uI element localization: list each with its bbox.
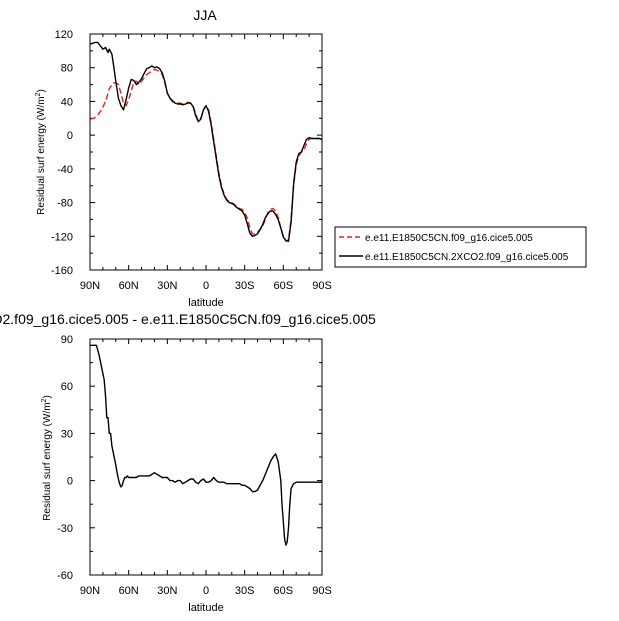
top-chart-y-tick-label: 40 [61,96,73,108]
top-chart-y-axis-label: Residual surf energy (W/m2) [35,89,47,215]
bottom-chart-x-tick-label: 60S [274,585,294,597]
top-chart-series-line-1 [89,68,323,243]
bottom-chart-x-tick-label: 60N [119,585,139,597]
top-chart-y-tick-label: 120 [55,29,73,41]
top-chart-series [89,41,323,243]
bottom-chart-y-tick-label: 0 [67,476,73,488]
top-chart-y-tick-label: -160 [51,265,73,277]
top-chart-title: JJA [193,7,217,23]
bottom-chart-series [90,344,322,546]
bottom-chart-y-tick-label: 60 [61,381,73,393]
top-chart-x-tick-label: 60N [119,280,139,292]
top-chart-y-tick-label: -80 [57,198,73,210]
top-chart-legend: e.e11.E1850C5CN.f09_g16.cice5.005 e.e11.E… [334,226,587,268]
bottom-chart-frame [89,338,323,576]
top-chart-x-tick-label: 30S [235,280,255,292]
bottom-chart-x-tick-label: 30S [235,585,255,597]
top-chart-x-tick-label: 0 [203,280,209,292]
top-chart-series-line-2 [89,41,323,243]
bottom-chart-title: e.e11.E1850C5CN.2XCO2.f09_g16.cice5.005 … [0,311,376,327]
top-chart-x-tick-label: 90N [80,280,100,292]
bottom-chart-y-tick-label: -60 [57,570,73,582]
bottom-chart-y-tick-label: 90 [61,334,73,346]
bottom-chart-x-axis-label: latitude [188,602,223,614]
legend-box [334,226,587,268]
top-chart-y-tick-label: -40 [57,164,73,176]
bottom-chart-y-tick-label: -30 [57,523,73,535]
bottom-chart-x-tick-label: 90S [312,585,332,597]
legend-label-2: e.e11.E1850C5CN.2XCO2.f09_g16.cice5.005 [365,252,569,263]
bottom-chart-ticks: 90N 60N 30N 0 30S 60S 90S -60 -30 0 30 60 90 [57,334,332,597]
top-chart-x-axis-label: latitude [188,297,223,309]
bottom-chart-y-tick-label: 30 [61,428,73,440]
bottom-chart-x-tick-label: 90N [80,585,100,597]
legend-label-1: e.e11.E1850C5CN.f09_g16.cice5.005 [365,233,533,244]
top-chart-ticks: 90N 60N 30N 0 30S 60S 90S -160 -120 -80 -40 0 40 80 12… [51,29,332,292]
bottom-chart-series-line-1 [90,344,322,546]
bottom-chart-x-tick-label: 0 [203,585,209,597]
top-chart-panel: JJA 90N 60N 30N 0 30S 60S 90S -160 -120 -80 -40 0 40… [35,7,587,309]
top-chart-frame [89,33,323,271]
top-chart-y-tick-label: 0 [67,130,73,142]
top-chart-x-tick-label: 30N [157,280,177,292]
top-chart-x-tick-label: 60S [274,280,294,292]
bottom-chart-x-tick-label: 30N [157,585,177,597]
top-chart-y-tick-label: -120 [51,231,73,243]
top-chart-y-tick-label: 80 [61,63,73,75]
bottom-chart-panel: e.e11.E1850C5CN.2XCO2.f09_g16.cice5.005 … [0,311,376,614]
bottom-chart-y-axis-label: Residual surf energy (W/m2) [41,395,53,521]
top-chart-x-tick-label: 90S [312,280,332,292]
